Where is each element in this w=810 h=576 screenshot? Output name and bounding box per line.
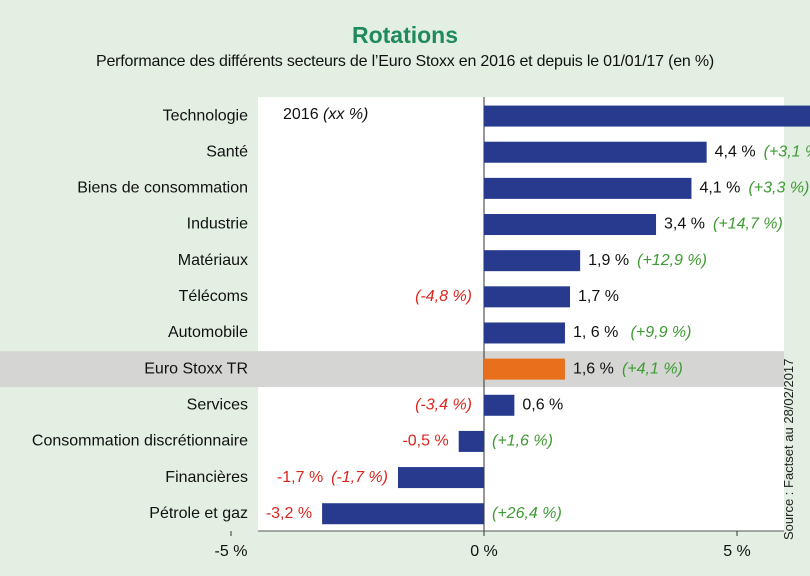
bar <box>484 214 657 236</box>
category-label: Pétrole et gaz <box>149 505 248 522</box>
category-label: Automobile <box>168 324 248 341</box>
bar <box>484 141 707 163</box>
bar <box>458 430 484 452</box>
note-2016: (-1,7 %) <box>331 469 388 486</box>
bar <box>484 322 565 344</box>
bar-highlight <box>484 358 565 380</box>
value-label: -3,2 % <box>266 505 312 522</box>
x-tick-label: 0 % <box>470 543 498 560</box>
category-label: Technologie <box>163 107 249 124</box>
value-label: 1,9 % <box>588 252 629 269</box>
category-label: Consommation discrétionnaire <box>32 433 248 450</box>
category-label: Services <box>187 396 248 413</box>
bar <box>484 394 515 416</box>
x-tick-label: 5 % <box>723 543 751 560</box>
chart-subtitle: Performance des différents secteurs de l… <box>95 53 715 70</box>
x-tick-label: -5 % <box>215 543 248 560</box>
value-label: 0,6 % <box>522 396 563 413</box>
category-label: Télécoms <box>179 288 248 305</box>
category-label: Santé <box>206 143 248 160</box>
value-label: -1,7 % <box>277 469 323 486</box>
note-2016: (+3,3 %) <box>748 180 809 197</box>
bar <box>484 286 571 308</box>
value-label: 3,4 % <box>664 216 705 233</box>
value-label: 4,1 % <box>699 180 740 197</box>
bar <box>484 177 692 199</box>
highlight-band <box>0 351 784 388</box>
note-2016: (-3,4 %) <box>415 396 472 413</box>
bar <box>484 250 581 272</box>
chart-title: Rotations <box>351 22 459 48</box>
note-2016: (+4,1 %) <box>622 360 683 377</box>
value-label: 1, 6 % <box>573 324 618 341</box>
value-label: -0,5 % <box>402 433 448 450</box>
value-label: 1,7 % <box>578 288 619 305</box>
note-2016: (+26,4 %) <box>492 505 562 522</box>
note-2016: (+3,1 %) <box>764 143 810 160</box>
value-label: 4,4 % <box>715 143 756 160</box>
note-2016: (+1,6 %) <box>492 433 553 450</box>
category-label: Matériaux <box>178 252 248 269</box>
note-2016: (+9,9 %) <box>631 324 692 341</box>
note-2016: (-4,8 %) <box>415 288 472 305</box>
category-label: Financières <box>165 469 248 486</box>
category-label: Industrie <box>187 216 248 233</box>
category-label: Euro Stoxx TR <box>144 360 248 377</box>
legend-note: 2016 (xx %) <box>283 106 368 123</box>
bar <box>322 503 484 525</box>
note-2016: (+12,9 %) <box>637 252 707 269</box>
value-label: 1,6 % <box>573 360 614 377</box>
note-2016: (+14,7 %) <box>713 216 783 233</box>
category-label: Biens de consommation <box>77 180 248 197</box>
plot-panel <box>258 97 784 531</box>
bar <box>397 467 484 489</box>
bar <box>484 105 810 127</box>
